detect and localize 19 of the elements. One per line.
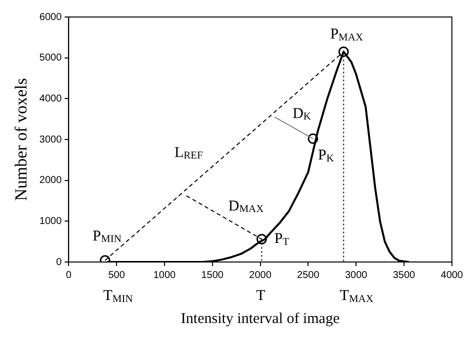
x-tick-label: 500 xyxy=(108,270,126,281)
x-tick-label: 4000 xyxy=(440,270,464,281)
y-tick-label: 0 xyxy=(56,256,62,268)
annotation: T xyxy=(256,288,266,304)
x-tick-label: 0 xyxy=(66,270,72,281)
x-tick-label: 1000 xyxy=(153,270,176,281)
x-tick-label: 3500 xyxy=(392,270,416,281)
x-tick-label: 3000 xyxy=(344,270,368,281)
y-tick-label: 2000 xyxy=(39,175,62,186)
y-tick-label: 1000 xyxy=(39,216,62,227)
y-axis-title: Number of voxels xyxy=(12,78,31,201)
x-tick-label: 1500 xyxy=(201,270,224,281)
x-axis-title: Intensity interval of image xyxy=(180,310,340,327)
y-tick-label: 5000 xyxy=(39,52,62,64)
x-tick-label: 2500 xyxy=(297,270,320,281)
x-tick-label: 2000 xyxy=(249,270,272,281)
y-tick-label: 3000 xyxy=(39,134,62,146)
y-tick-label: 6000 xyxy=(39,12,62,23)
y-tick-label: 4000 xyxy=(39,93,62,104)
